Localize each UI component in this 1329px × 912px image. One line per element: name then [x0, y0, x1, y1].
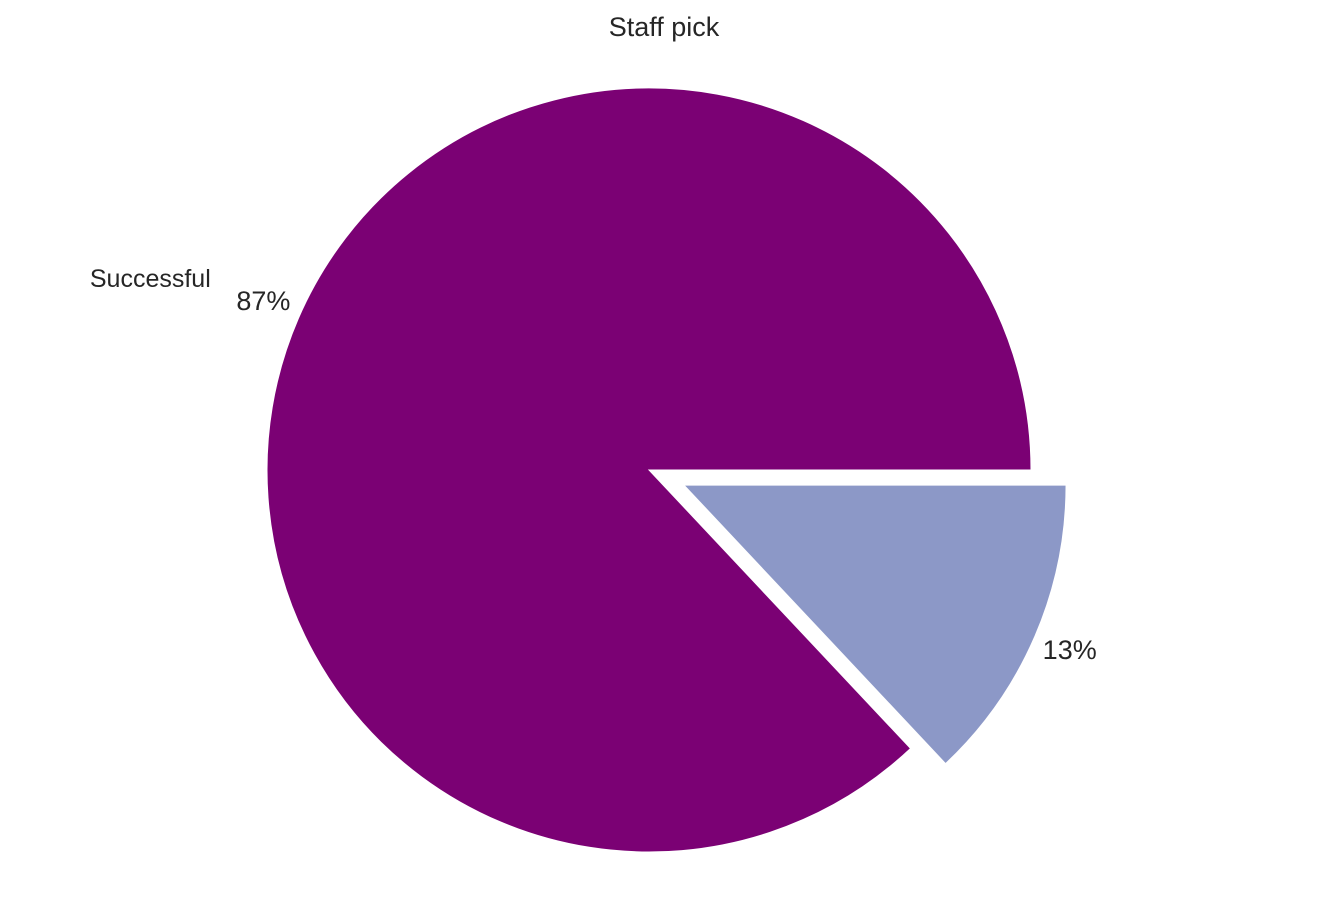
pie-pct-label-0: 87%: [236, 286, 290, 316]
chart-title: Staff pick: [609, 12, 720, 42]
pie-slices: [266, 87, 1067, 853]
pie-labels: 87% Successful 13%: [90, 265, 1097, 665]
pie-slice-1: [682, 484, 1067, 765]
pie-pct-label-1: 13%: [1043, 635, 1097, 665]
pie-slice-0: [266, 87, 1032, 853]
pie-category-label-0: Successful: [90, 265, 211, 293]
